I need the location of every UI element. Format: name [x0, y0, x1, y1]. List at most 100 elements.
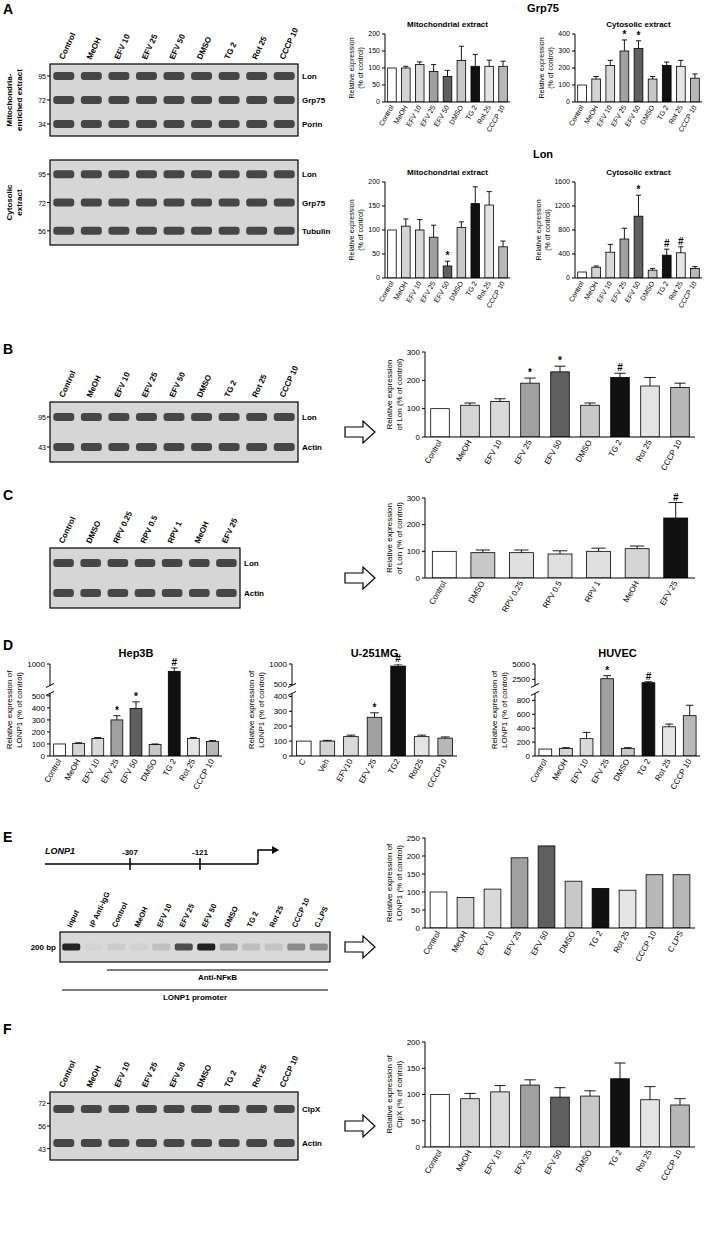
bar — [430, 892, 447, 928]
y-axis-label: (% of control) — [544, 209, 552, 251]
x-tick-label: TG 2 — [607, 1148, 624, 1168]
error-line — [650, 1087, 651, 1100]
blot-band — [191, 170, 212, 178]
x-tick-label: MeOH — [63, 757, 82, 782]
error-line — [489, 192, 490, 205]
error-line — [447, 261, 448, 266]
error-bar — [692, 267, 697, 269]
lane-label: Rot 25 — [267, 904, 285, 929]
error-bar — [650, 77, 655, 80]
error-cap — [622, 228, 627, 229]
bar — [606, 252, 615, 278]
error-bar — [500, 61, 505, 66]
blot-band — [81, 96, 102, 104]
blot-band — [80, 589, 101, 597]
mw-label: 72 — [38, 200, 46, 207]
lane-label: C.LPS — [312, 905, 329, 929]
y-tick — [532, 679, 535, 680]
plot-area — [578, 195, 700, 278]
error-bar — [473, 54, 478, 66]
y-tick — [422, 1094, 425, 1095]
bar — [676, 66, 685, 102]
row-label: Grp75 — [302, 96, 326, 105]
gene-label: LONP1 — [45, 846, 75, 856]
y-tick-label: 200 — [517, 738, 531, 747]
y-tick-label: 100 — [368, 64, 380, 71]
y-tick — [382, 182, 385, 183]
gel-band — [197, 944, 215, 951]
x-tick-label: Rot 25 — [612, 929, 632, 954]
x-axis — [575, 278, 702, 279]
bar — [676, 253, 685, 278]
blot-band — [81, 120, 102, 128]
error-bar — [431, 65, 436, 72]
y-axis-label: Relative expression of — [5, 670, 14, 749]
lane-label: MeOH — [193, 520, 211, 545]
x-tick-label: CCCP 10 — [485, 104, 506, 133]
y-tick — [422, 1068, 425, 1069]
x-tick-label: EFV 25 — [357, 757, 378, 785]
error-bar — [487, 60, 492, 66]
gel-band — [265, 944, 283, 951]
error-cap — [473, 186, 478, 187]
plot-area — [432, 503, 687, 578]
y-axis — [535, 664, 536, 685]
lane-label: RPV 0.5 — [139, 514, 160, 545]
row-label: Porin — [302, 120, 323, 129]
error-bar — [171, 668, 178, 671]
x-tick-label: Control — [528, 757, 549, 784]
bar — [560, 748, 573, 756]
blot-band — [246, 199, 267, 207]
error-line — [680, 383, 681, 387]
x-tick-label: EFV 50 — [543, 438, 564, 466]
blot: ClpXActinControlMeOHEFV 10EFV 25EFV 50DM… — [38, 1054, 322, 1160]
bar — [414, 737, 429, 756]
x-tick-label: EFV 10 — [569, 757, 590, 785]
blot-band — [219, 170, 240, 178]
error-bar — [591, 548, 605, 551]
mw-tick — [47, 1148, 50, 1149]
error-cap — [347, 735, 356, 736]
error-line — [136, 702, 137, 709]
blot-band — [136, 443, 157, 451]
y-tick — [382, 68, 385, 69]
lane-label: Control — [57, 31, 77, 61]
lane-label: TG 2 — [223, 1068, 239, 1088]
error-cap — [190, 737, 197, 738]
chart-title: Cytosolic extract — [606, 168, 671, 177]
y-tick — [572, 34, 575, 35]
bar — [73, 743, 85, 756]
arrow — [345, 421, 375, 443]
side-label: Mitochondria- — [5, 73, 14, 126]
error-bar — [583, 732, 591, 738]
y-tick-label: 100 — [368, 226, 380, 233]
blot-band — [274, 170, 295, 178]
lane-label: RPV 0.25 — [112, 510, 135, 545]
blot-band — [219, 199, 240, 207]
lane-label: EFV 50 — [200, 902, 219, 928]
error-cap — [554, 1087, 565, 1088]
x-axis — [425, 437, 695, 438]
error-bar — [584, 403, 595, 405]
error-bar — [417, 62, 422, 65]
error-line — [590, 1091, 591, 1096]
blot-band — [81, 443, 102, 451]
x-tick-label: TG 2 — [635, 757, 652, 777]
error-line — [500, 1086, 501, 1092]
lane-label: Control — [57, 1059, 77, 1089]
x-tick-label: Rot 25 — [634, 1148, 654, 1173]
error-bar — [500, 241, 505, 247]
mw-tick — [47, 447, 50, 448]
x-tick-label: RPV 0.5 — [541, 579, 564, 610]
error-bar — [678, 60, 683, 66]
panel-label: C — [3, 487, 13, 503]
x-tick-label: CCCP10 — [425, 757, 449, 789]
y-axis-label: Relative expression — [348, 199, 356, 260]
significance: * — [134, 691, 138, 702]
blot-band — [191, 72, 212, 80]
blot-band — [246, 443, 267, 451]
error-bar — [403, 66, 408, 68]
x-tick-label: TG2 — [386, 757, 402, 775]
bar — [461, 405, 480, 437]
error-bar — [692, 74, 697, 78]
